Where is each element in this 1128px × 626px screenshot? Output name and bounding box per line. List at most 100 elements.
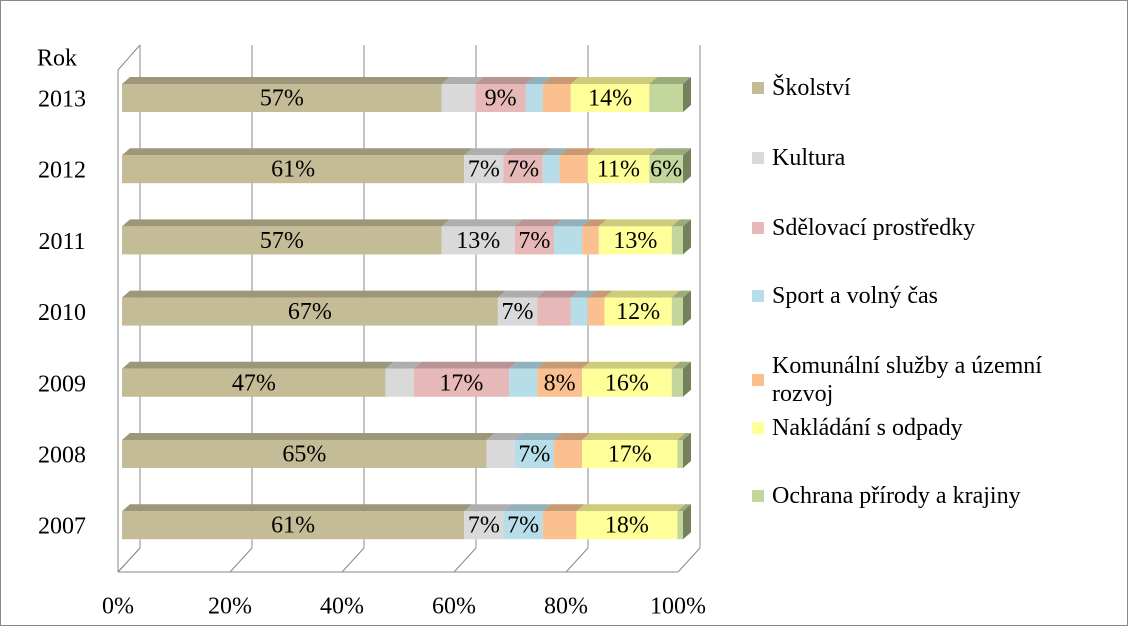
bar-segment (542, 511, 577, 540)
bar-segment (677, 440, 683, 468)
grid-line (453, 547, 477, 573)
bar-top (598, 219, 680, 227)
bar-side (683, 361, 691, 397)
bar-top (503, 504, 551, 512)
grid-line (229, 547, 253, 573)
bar-top (553, 219, 591, 227)
bar-segment (604, 297, 672, 326)
bar-segment (537, 368, 583, 397)
legend-swatch (752, 82, 764, 94)
legend-label: Sport a volný čas (772, 283, 938, 309)
legend-item: Školství (752, 74, 1102, 102)
legend-label: Nakládání s odpady (772, 415, 963, 441)
legend-item: Nakládání s odpady (752, 414, 1102, 442)
bar-segment (122, 84, 442, 112)
legend-label: Sdělovací prostředky (772, 215, 976, 241)
bar-segment (486, 440, 515, 468)
bar-top (570, 290, 596, 298)
bar-top (385, 361, 422, 369)
bar-segment (649, 155, 683, 184)
legend-swatch (752, 422, 764, 434)
bar-segment (671, 226, 683, 255)
data-label: 57% (260, 228, 304, 254)
bar-top (587, 290, 613, 298)
data-label: 7% (518, 228, 550, 254)
bar-side (683, 219, 691, 255)
bar-top (677, 433, 691, 440)
grid-line (565, 547, 589, 573)
bar-top (464, 148, 512, 156)
bar-segment (503, 155, 543, 184)
bar-segment (514, 226, 554, 255)
data-label: 11% (597, 157, 640, 183)
bar-side (683, 77, 691, 112)
legend-item: Sport a volný čas (752, 282, 1102, 310)
data-label: 13% (456, 228, 500, 254)
x-tick-label: 100% (650, 594, 706, 620)
x-tick-label: 20% (208, 594, 252, 620)
bar-segment (559, 155, 588, 184)
legend-swatch (752, 374, 764, 386)
bar-top (464, 504, 512, 512)
bar-segment (570, 84, 650, 112)
y-tick-label: 2011 (38, 229, 85, 255)
data-label: 7% (468, 513, 500, 539)
data-label: 7% (468, 157, 500, 183)
y-tick-label: 2012 (38, 158, 86, 184)
bar-top (649, 148, 691, 156)
bar-segment (553, 226, 583, 255)
legend-item: Komunální služby a územní rozvoj (752, 352, 1102, 408)
data-label: 14% (588, 86, 632, 112)
bar-segment (441, 226, 515, 255)
bar-segment (542, 84, 571, 112)
bar-top (649, 77, 691, 84)
bar-segment (122, 226, 442, 255)
bar-top (537, 290, 579, 298)
bar-segment (514, 440, 554, 468)
bar-top (509, 361, 546, 369)
left-wall (117, 44, 141, 71)
bar-top (542, 77, 579, 84)
bar-segment (582, 440, 678, 468)
bar-segment (542, 155, 560, 184)
bar-top (441, 219, 523, 227)
bar-segment (464, 155, 504, 184)
bar-segment (525, 84, 543, 112)
x-tick-label: 60% (432, 594, 476, 620)
bar-top (542, 504, 585, 512)
bar-top (122, 433, 495, 440)
data-label: 16% (605, 370, 649, 396)
bar-top (441, 77, 484, 84)
data-label: 18% (605, 513, 649, 539)
grid-line (677, 547, 701, 573)
bar-segment (509, 368, 538, 397)
bar-segment (570, 297, 588, 326)
y-tick-label: 2007 (38, 514, 86, 540)
legend-item: Sdělovací prostředky (752, 214, 1102, 242)
x-tick-label: 0% (102, 594, 134, 620)
legend-swatch (752, 152, 764, 164)
legend-swatch (752, 290, 764, 302)
bar-side (683, 504, 691, 540)
bar-top (122, 148, 473, 156)
bar-top (122, 361, 394, 369)
bar-top (671, 361, 691, 369)
grid-line (341, 547, 365, 573)
bar-segment (677, 511, 683, 540)
bar-top (525, 77, 551, 84)
bar-segment (441, 84, 476, 112)
x-tick-label: 80% (544, 594, 588, 620)
bar-segment (497, 297, 538, 326)
legend-label: Ochrana přírody a krajiny (772, 483, 1021, 509)
bar-top (587, 148, 658, 156)
data-label: 61% (271, 513, 315, 539)
bar-segment (503, 511, 543, 540)
legend-swatch (752, 490, 764, 502)
bar-segment (582, 368, 672, 397)
bar-top (570, 77, 658, 84)
bar-top (582, 219, 607, 227)
legend-label: Školství (772, 75, 851, 101)
bar-top (604, 290, 680, 298)
bar-top (122, 219, 450, 227)
